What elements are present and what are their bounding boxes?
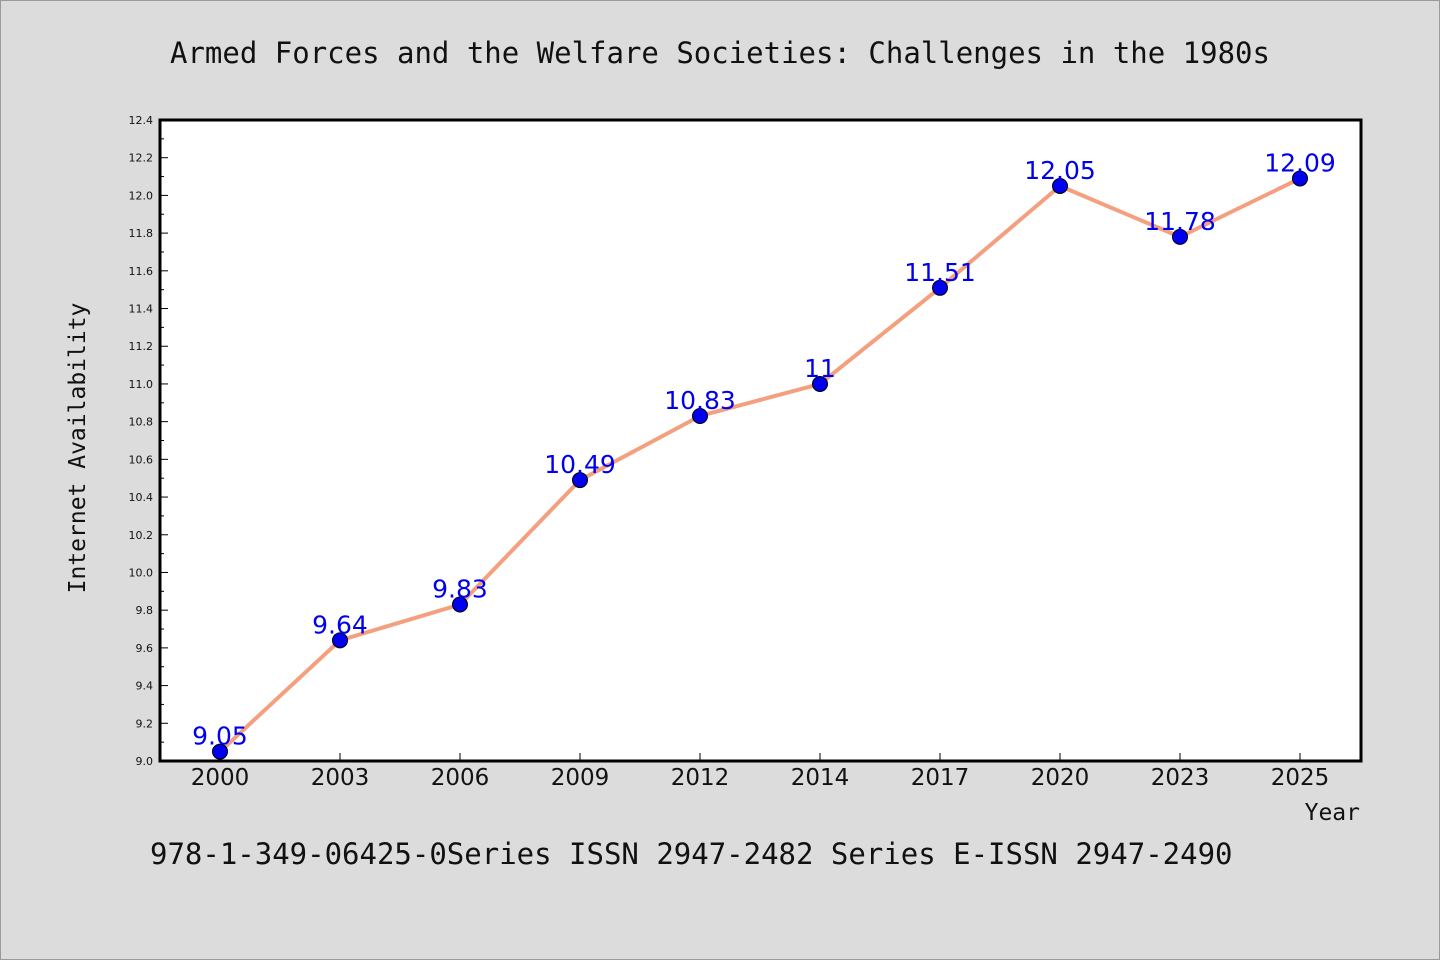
y-tick-label: 11.6 [129, 265, 154, 278]
y-tick-label: 11.4 [129, 303, 154, 316]
y-tick-label: 10.0 [129, 566, 154, 579]
data-point [452, 596, 468, 613]
data-point [812, 375, 828, 392]
x-tick-label: 2012 [671, 765, 730, 791]
y-tick-label: 11.8 [129, 227, 154, 240]
data-label: 12.09 [1264, 148, 1336, 177]
x-axis-ticks: 2000 2003 2006 2009 2012 2014 2017 2020 2023 2025 [191, 753, 1330, 791]
x-tick-label: 2003 [311, 765, 370, 791]
x-tick-label: 2000 [191, 765, 250, 791]
data-label: 12.05 [1024, 156, 1096, 185]
x-tick-label: 2025 [1271, 765, 1330, 791]
x-tick-label: 2023 [1151, 765, 1210, 791]
data-label: 10.49 [544, 450, 616, 479]
data-label: 11.78 [1144, 207, 1216, 236]
x-axis-label: Year [1305, 800, 1360, 826]
footer-text: 978-1-349-06425-0Series ISSN 2947-2482 S… [150, 837, 1233, 871]
data-point [1292, 170, 1308, 187]
data-point [692, 407, 708, 424]
data-point [332, 632, 348, 649]
x-tick-label: 2014 [791, 765, 850, 791]
y-tick-label: 9.0 [136, 755, 154, 768]
x-tick-label: 2006 [431, 765, 490, 791]
data-label: 9.83 [432, 575, 488, 604]
y-tick-label: 9.8 [136, 604, 154, 617]
x-tick-label: 2020 [1031, 765, 1090, 791]
data-label: 9.64 [312, 610, 368, 639]
data-markers [212, 170, 1308, 760]
data-point [1052, 177, 1068, 194]
data-label: 9.05 [192, 722, 248, 751]
y-tick-label: 10.8 [129, 416, 154, 429]
y-axis-label: Internet Availability [65, 303, 91, 594]
x-tick-label: 2017 [911, 765, 970, 791]
y-tick-label: 11.0 [129, 378, 154, 391]
x-tick-label: 2009 [551, 765, 610, 791]
y-tick-label: 10.4 [129, 491, 154, 504]
y-tick-label: 12.0 [129, 189, 154, 202]
y-tick-label: 9.4 [136, 680, 154, 693]
y-tick-label: 11.2 [129, 340, 154, 353]
data-labels: 9.05 9.64 9.83 10.49 10.83 11 11.51 12.05 11.78 1… [192, 148, 1336, 750]
data-label: 11.51 [904, 258, 976, 287]
chart-title: Armed Forces and the Welfare Societies: … [170, 36, 1270, 70]
series-line [218, 176, 1301, 754]
y-axis-ticks: 9.0 9.2 9.4 9.6 9.8 10.0 10.2 10.4 10.6 10.8 11.0 1… [129, 114, 168, 768]
y-tick-label: 12.2 [129, 152, 154, 165]
y-tick-label: 10.6 [129, 453, 154, 466]
data-label: 10.83 [664, 386, 736, 415]
data-point [572, 472, 588, 489]
data-point [1172, 228, 1188, 245]
y-tick-label: 10.2 [129, 529, 154, 542]
y-tick-label: 12.4 [129, 114, 154, 127]
data-label: 11 [804, 354, 836, 383]
data-point [212, 743, 228, 760]
data-point [932, 279, 948, 296]
y-tick-label: 9.6 [136, 642, 154, 655]
y-tick-label: 9.2 [136, 717, 154, 730]
